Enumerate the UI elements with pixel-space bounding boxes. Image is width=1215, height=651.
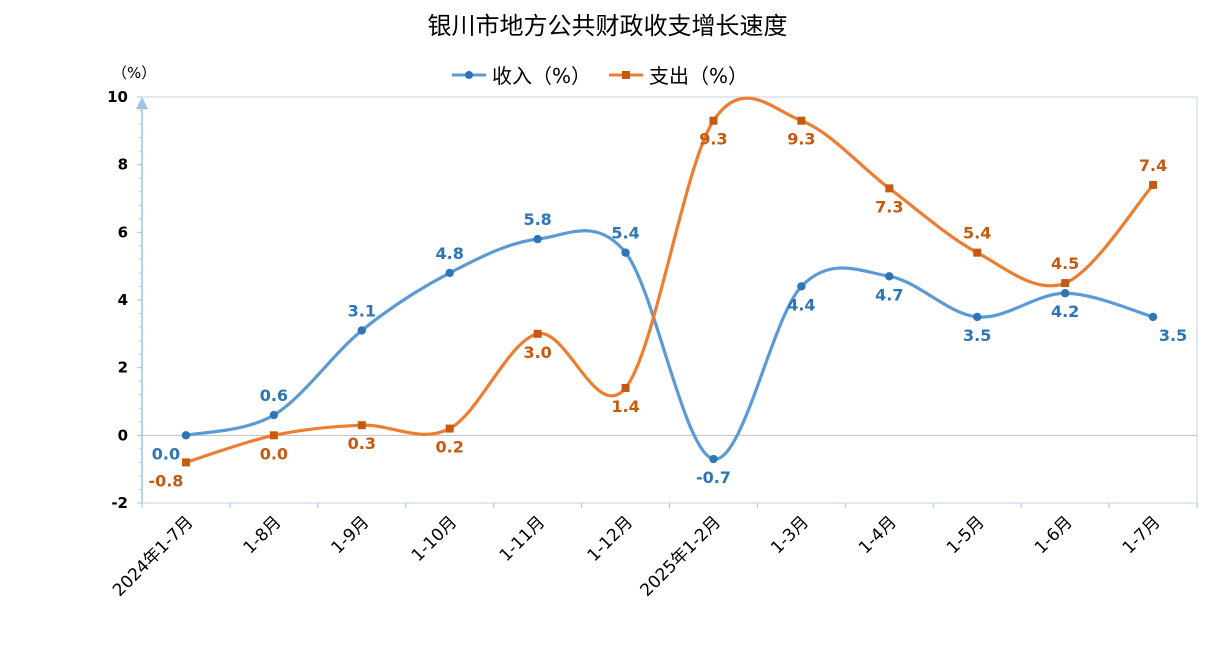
series-0-data-label: 4.2 — [1051, 302, 1079, 321]
series-0-data-label: 3.5 — [1159, 326, 1187, 345]
series-0-point — [181, 431, 191, 440]
series-1-point — [533, 329, 542, 338]
y-axis-arrow-icon — [136, 97, 148, 109]
series-1-data-label: 4.5 — [1051, 254, 1079, 273]
series-1-data-label: 9.3 — [699, 130, 727, 149]
y-tick-label: 10 — [107, 88, 128, 106]
series-1-data-label: 3.0 — [523, 343, 551, 362]
x-tick-label: 1-12月 — [584, 512, 637, 565]
series-1-point — [1061, 279, 1070, 288]
series-1-point — [445, 424, 454, 433]
x-tick-label: 2025年1-2月 — [637, 512, 725, 600]
series-0-point — [357, 326, 366, 335]
series-0-data-label: 0.0 — [152, 444, 180, 463]
series-1-data-label: 1.4 — [611, 397, 639, 416]
series-1-point — [181, 458, 190, 467]
series-line-0 — [185, 229, 1154, 461]
series-0-data-label: -0.7 — [696, 468, 731, 487]
series-0-data-label: 4.4 — [787, 295, 815, 314]
x-tick-label: 1-3月 — [767, 512, 813, 558]
series-0-point — [445, 268, 454, 278]
series-0-point — [709, 454, 718, 464]
y-axis-unit: （%） — [112, 64, 157, 82]
series-1-data-label: 7.3 — [875, 197, 903, 216]
series-1-data-label: 0.3 — [348, 434, 376, 453]
series-1-point — [709, 116, 718, 125]
x-tick-label: 1-5月 — [943, 512, 989, 558]
series-1-data-label: 0.0 — [260, 444, 288, 463]
series-0-data-label: 4.8 — [436, 244, 464, 263]
legend-income-label: 收入（%） — [492, 64, 592, 88]
y-tick-label: 8 — [118, 156, 128, 174]
series-1-data-label: 7.4 — [1139, 156, 1167, 175]
y-tick-label: 2 — [118, 359, 128, 377]
legend: 收入（%） 支出（%） — [452, 60, 766, 89]
series-0-point — [797, 282, 806, 291]
legend-income-swatch — [452, 70, 486, 79]
series-1-point — [885, 184, 894, 193]
series-0-point — [1060, 289, 1070, 298]
series-1-point — [621, 383, 630, 392]
series-line-1 — [185, 96, 1155, 464]
series-1-point — [797, 116, 806, 125]
y-tick-label: -2 — [111, 494, 128, 512]
y-tick-label: 0 — [118, 426, 128, 444]
x-tick-label: 1-10月 — [408, 512, 461, 565]
x-tick-label: 1-4月 — [855, 512, 901, 558]
x-tick-label: 1-11月 — [496, 512, 549, 565]
series-0-data-label: 4.7 — [875, 285, 903, 304]
x-tick-label: 1-8月 — [240, 512, 286, 558]
legend-item-expense: 支出（%） — [609, 60, 748, 89]
series-0-data-label: 0.6 — [260, 386, 288, 405]
x-tick-label: 2024年1-7月 — [109, 512, 197, 600]
legend-expense-swatch — [609, 70, 644, 79]
series-1-point — [269, 431, 278, 440]
series-1-data-label: 5.4 — [963, 224, 991, 243]
series-1-point — [1149, 180, 1158, 189]
y-tick-label: 6 — [118, 223, 128, 241]
series-0-data-label: 5.8 — [523, 210, 551, 229]
series-0-point — [621, 248, 630, 257]
legend-expense-label: 支出（%） — [649, 64, 749, 88]
series-0-point — [885, 272, 894, 281]
series-0-point — [533, 234, 542, 244]
series-1-data-label: 9.3 — [787, 130, 815, 149]
series-0-data-label: 5.4 — [611, 224, 639, 243]
series-0-point — [973, 312, 982, 322]
series-1-data-label: 0.2 — [436, 438, 464, 457]
chart-title: 银川市地方公共财政收支增长速度 — [427, 12, 788, 40]
x-tick-label: 1-7月 — [1119, 512, 1165, 558]
series-1-point — [973, 248, 982, 257]
x-tick-label: 1-9月 — [328, 512, 374, 558]
x-tick-label: 1-6月 — [1031, 512, 1077, 558]
series-1-data-label: -0.8 — [148, 471, 183, 490]
series-0-point — [1148, 312, 1158, 322]
y-tick-label: 4 — [118, 291, 128, 309]
series-0-data-label: 3.1 — [348, 301, 376, 320]
legend-item-income: 收入（%） — [452, 60, 591, 89]
series-0-point — [269, 410, 279, 420]
series-1-point — [357, 421, 366, 430]
series-0-data-label: 3.5 — [963, 326, 991, 345]
